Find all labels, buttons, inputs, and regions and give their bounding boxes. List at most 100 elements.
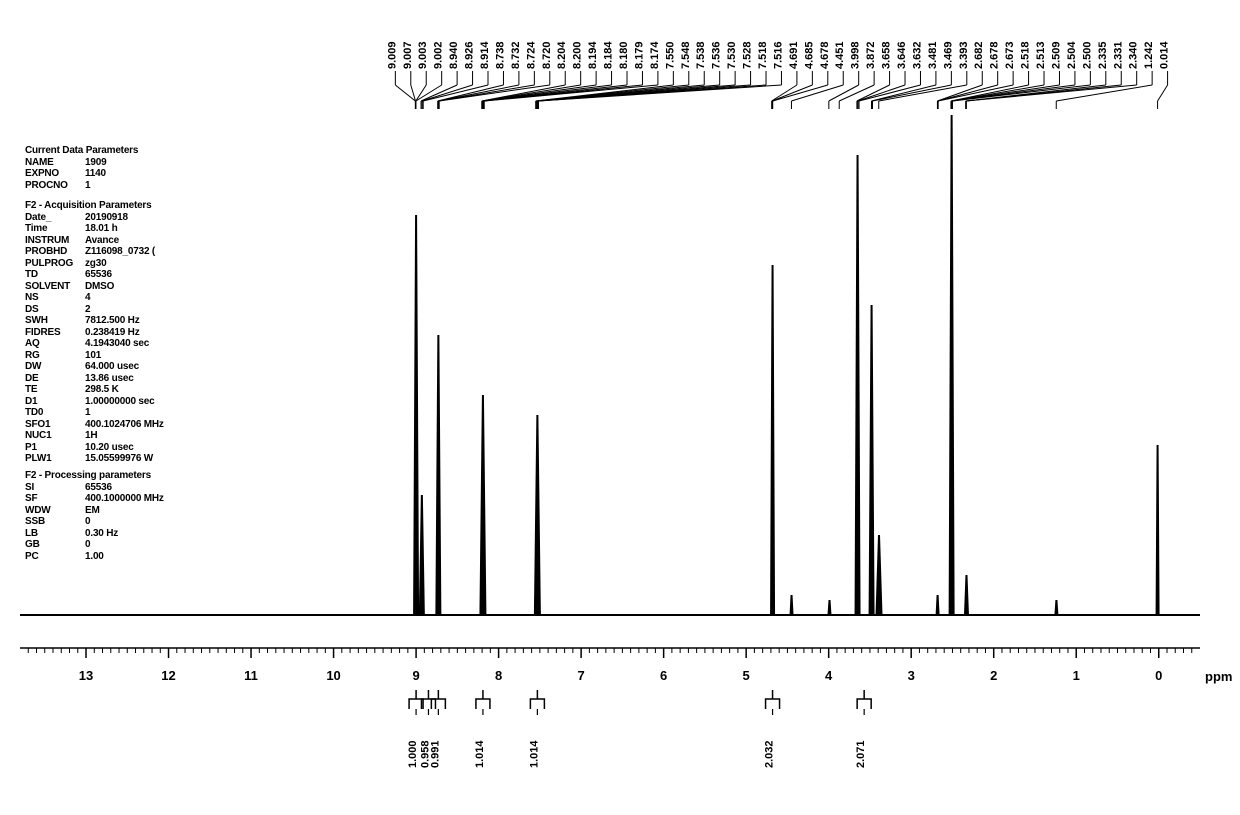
axis-tick-label: 11 bbox=[244, 668, 258, 683]
param-row: LB0.30 Hz bbox=[25, 528, 164, 540]
integral-bracket bbox=[857, 699, 871, 709]
param-key: DW bbox=[25, 361, 85, 373]
param-key: SFO1 bbox=[25, 419, 85, 431]
peak-ppm-label: 8.926 bbox=[464, 41, 476, 69]
axis-tick-label: 6 bbox=[660, 668, 667, 683]
axis-tick-label: 12 bbox=[161, 668, 175, 683]
param-value: 1 bbox=[85, 407, 90, 419]
spectrum-peak bbox=[435, 335, 441, 615]
param-row: SFO1400.1024706 MHz bbox=[25, 419, 164, 431]
axis-tick-label: 4 bbox=[825, 668, 833, 683]
param-row: NUC11H bbox=[25, 430, 164, 442]
param-key: TD bbox=[25, 269, 85, 281]
axis-tick-label: 9 bbox=[412, 668, 419, 683]
integral-bracket bbox=[431, 699, 445, 709]
param-value: Z116098_0732 ( bbox=[85, 246, 155, 258]
param-value: 1.00000000 sec bbox=[85, 396, 155, 408]
spectrum-peak bbox=[949, 115, 955, 615]
peak-ppm-label: 3.998 bbox=[850, 41, 862, 69]
peak-ppm-label: 8.200 bbox=[572, 41, 584, 69]
param-row: Time18.01 h bbox=[25, 223, 164, 235]
peak-ppm-label: 7.516 bbox=[772, 41, 784, 69]
peak-ppm-label: 2.509 bbox=[1050, 41, 1062, 69]
peak-ppm-label: 3.646 bbox=[896, 41, 908, 69]
param-key: PULPROG bbox=[25, 258, 85, 270]
peak-ppm-label: 2.682 bbox=[973, 41, 985, 69]
param-row: PROCNO1 bbox=[25, 180, 138, 192]
param-value: 1H bbox=[85, 430, 97, 442]
spectrum-peak bbox=[936, 595, 940, 615]
param-row: DW64.000 usec bbox=[25, 361, 164, 373]
param-row: TD65536 bbox=[25, 269, 164, 281]
spectrum-peak bbox=[964, 575, 969, 615]
param-key: PROBHD bbox=[25, 246, 85, 258]
param-row: INSTRUMAvance bbox=[25, 235, 164, 247]
param-key: NAME bbox=[25, 157, 85, 169]
peak-ppm-label: 3.632 bbox=[911, 41, 923, 69]
param-value: 4.1943040 sec bbox=[85, 338, 149, 350]
peak-ppm-label: 7.518 bbox=[757, 41, 769, 69]
integral-value: 2.032 bbox=[764, 740, 776, 768]
param-row: GB0 bbox=[25, 539, 164, 551]
peak-ppm-label: 3.481 bbox=[927, 41, 939, 69]
spectrum-peak bbox=[876, 535, 883, 615]
param-value: 1140 bbox=[85, 168, 106, 180]
integral-value: 1.014 bbox=[474, 740, 486, 768]
param-key: Time bbox=[25, 223, 85, 235]
integral-bracket bbox=[476, 699, 490, 709]
param-row: WDWEM bbox=[25, 505, 164, 517]
peak-ppm-label: 8.738 bbox=[494, 41, 506, 69]
param-value: DMSO bbox=[85, 281, 114, 293]
param-value: 298.5 K bbox=[85, 384, 119, 396]
param-row: NAME1909 bbox=[25, 157, 138, 169]
param-row: AQ4.1943040 sec bbox=[25, 338, 164, 350]
param-value: 400.1024706 MHz bbox=[85, 419, 164, 431]
param-key: FIDRES bbox=[25, 327, 85, 339]
param-row: FIDRES0.238419 Hz bbox=[25, 327, 164, 339]
param-key: SI bbox=[25, 482, 85, 494]
param-value: 400.1000000 MHz bbox=[85, 493, 164, 505]
peak-ppm-label: 3.872 bbox=[865, 41, 877, 69]
nmr-spectrum-svg: 012345678910111213ppm9.0099.0079.0039.00… bbox=[0, 0, 1240, 815]
param-row: TD01 bbox=[25, 407, 164, 419]
param-block-header: Current Data Parameters bbox=[25, 145, 138, 157]
param-row: TE298.5 K bbox=[25, 384, 164, 396]
param-row: PROBHDZ116098_0732 ( bbox=[25, 246, 164, 258]
axis-tick-label: 1 bbox=[1073, 668, 1080, 683]
param-row: DE13.86 usec bbox=[25, 373, 164, 385]
param-row: DS2 bbox=[25, 304, 164, 316]
param-key: WDW bbox=[25, 505, 85, 517]
spectrum-peak bbox=[413, 215, 419, 615]
param-key: PROCNO bbox=[25, 180, 85, 192]
param-key: DS bbox=[25, 304, 85, 316]
param-key: PLW1 bbox=[25, 453, 85, 465]
peak-ppm-label: 8.732 bbox=[510, 41, 522, 69]
integral-value: 0.991 bbox=[429, 740, 441, 768]
param-row: Date_20190918 bbox=[25, 212, 164, 224]
param-key: NS bbox=[25, 292, 85, 304]
peak-ppm-label: 8.724 bbox=[525, 41, 537, 69]
axis-tick-label: 10 bbox=[326, 668, 340, 683]
param-row: EXPNO1140 bbox=[25, 168, 138, 180]
param-value: 1 bbox=[85, 180, 90, 192]
spectrum-peak bbox=[419, 495, 425, 615]
param-key: INSTRUM bbox=[25, 235, 85, 247]
param-key: SSB bbox=[25, 516, 85, 528]
param-block-header: F2 - Acquisition Parameters bbox=[25, 200, 164, 212]
param-block: F2 - Acquisition ParametersDate_20190918… bbox=[25, 200, 164, 465]
integral-bracket bbox=[766, 699, 780, 709]
peak-ppm-label: 2.340 bbox=[1128, 41, 1140, 69]
param-key: PC bbox=[25, 551, 85, 563]
peak-ppm-label: 4.691 bbox=[788, 41, 800, 69]
spectrum-peak bbox=[479, 395, 486, 615]
param-value: EM bbox=[85, 505, 100, 517]
param-row: PC1.00 bbox=[25, 551, 164, 563]
param-value: 20190918 bbox=[85, 212, 128, 224]
peak-ppm-label: 3.469 bbox=[942, 41, 954, 69]
axis-tick-label: 13 bbox=[79, 668, 93, 683]
spectrum-peak bbox=[534, 415, 541, 615]
spectrum-peak bbox=[770, 265, 775, 615]
peak-ppm-label: 4.685 bbox=[803, 41, 815, 69]
param-value: Avance bbox=[85, 235, 119, 247]
peak-ppm-label: 7.536 bbox=[711, 41, 723, 69]
